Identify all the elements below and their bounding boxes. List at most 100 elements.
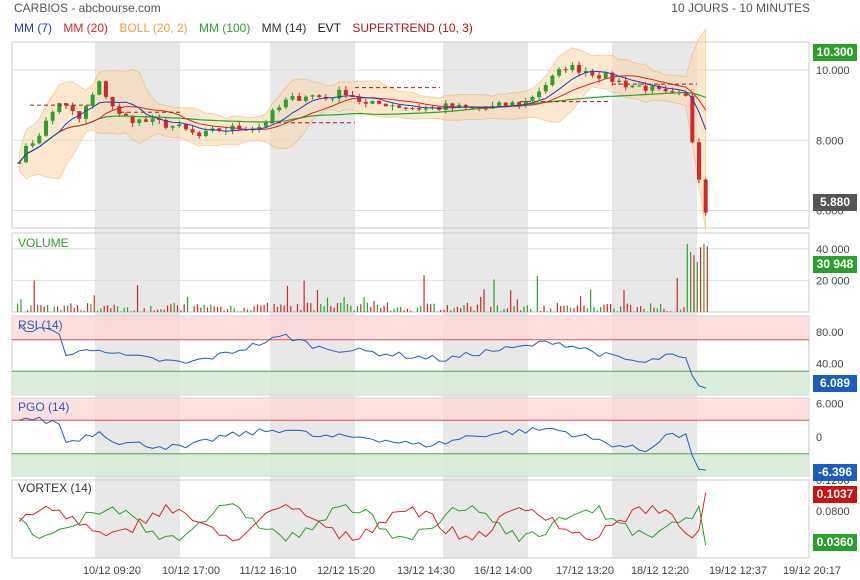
volume-bar [380,308,382,312]
volume-bar [103,306,105,312]
rsi-tick-label: 80.00 [816,327,844,339]
candle-body [190,129,195,133]
legend-mm100[interactable]: MM (100) [198,21,251,35]
volume-bar [543,305,545,312]
volume-bar [213,306,215,312]
volume-bar [66,305,69,312]
candle-body [43,120,48,136]
volume-bar [30,305,32,312]
legend-mm14[interactable]: MM (14) [261,21,307,35]
volume-bar [450,310,452,312]
volume-bar [426,303,429,312]
legend-boll[interactable]: BOLL (20, 2) [119,21,188,35]
volume-bar [666,311,668,312]
volume-bar [296,303,299,312]
volume-bar [466,302,468,312]
volume-bar [73,307,75,312]
volume-bar [290,306,292,312]
day-shade-band [612,42,697,558]
candle-body [510,102,515,107]
volume-bar [613,308,615,312]
candle-body [123,113,128,116]
candle-body [370,100,375,104]
volume-bar [20,299,22,312]
volume-bar [610,304,612,312]
volume-bar [523,306,525,312]
last-price-badge: 10.300 [813,44,857,61]
legend-supertrend[interactable]: SUPERTREND (10, 3) [352,21,473,35]
candle-body [270,110,275,122]
volume-bar [433,303,435,312]
candle-body [690,95,695,143]
volume-bar [400,306,402,312]
candle-body [237,125,242,130]
price-tick-label: 10.000 [816,65,850,77]
pgo-oversold-zone [12,453,809,476]
volume-bar [53,306,55,312]
candle-body [337,89,342,99]
volume-bar [550,308,552,312]
candle-body [570,64,575,70]
volume-bar [373,300,375,312]
x-tick-label: 11/12 16:10 [239,565,296,577]
legend-evt[interactable]: EVT [317,21,342,35]
volume-bar [120,311,122,312]
x-tick-label: 19/12 12:37 [709,565,767,577]
candle-body [357,96,362,102]
volume-bar [643,308,645,312]
volume-bar [93,295,95,312]
price-panel-frame [11,41,810,229]
volume-bar [520,310,522,312]
legend-mm20[interactable]: MM (20) [63,21,109,35]
volume-bar [280,304,282,312]
volume-bar [383,306,385,312]
volume-bar [410,310,412,312]
candle-body [663,88,668,92]
volume-bar [316,289,319,312]
candle-body [617,80,622,82]
volume-bar [306,302,309,312]
volume-bar [563,305,565,312]
volume-bar [186,296,189,312]
candle-body [290,96,295,100]
candle-body [150,118,155,122]
volume-bar [516,299,518,312]
period-label: 10 JOURS - 10 MINUTES [671,1,810,15]
candle-body [597,75,602,79]
x-tick-label: 13/12 14:30 [397,565,455,577]
candle-body [50,111,55,121]
volume-bar [683,307,685,312]
volume-bar [500,311,502,312]
volume-bar [700,247,702,312]
volume-bar [363,297,365,312]
volume-bar [226,308,229,312]
volume-bar [676,278,678,312]
candle-body [550,75,555,86]
volume-bar [403,310,405,312]
volume-bar [273,303,275,312]
candle-body [583,70,588,73]
volume-bar [43,306,45,312]
volume-bar [636,307,638,312]
candle-body [683,93,688,96]
volume-bar [300,309,302,312]
candle-body [217,128,222,131]
volume-bar [546,311,548,312]
volume-bar [216,306,219,312]
legend-mm7[interactable]: MM (7) [14,21,52,35]
volume-bar [76,305,79,312]
ma7-line [18,70,707,163]
volume-bar [600,306,602,312]
volume-bar [36,304,39,312]
volume-bar [460,308,462,312]
volume-bar [653,307,655,312]
volume-bar [243,307,245,312]
rsi-line [18,324,706,389]
volume-bar [96,310,99,312]
candle-body [577,64,582,73]
volume-bar [250,310,252,312]
volume-bar [623,290,625,312]
candle-body [263,121,268,127]
candle-body [377,100,382,104]
